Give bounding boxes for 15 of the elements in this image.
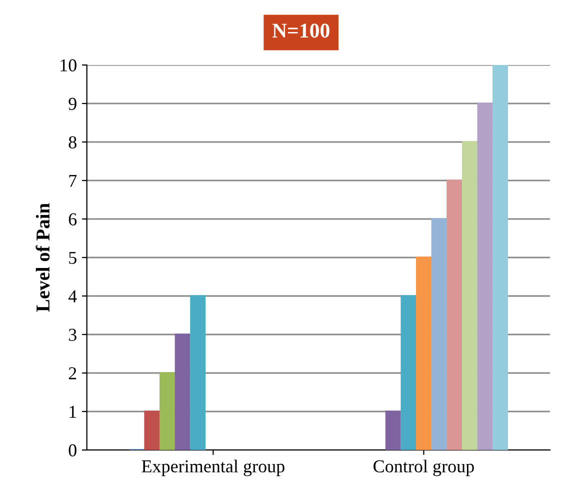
y-tick-label: 6 [68, 213, 77, 226]
y-tick-label: 2 [68, 367, 76, 380]
x-tick-label: Control group [374, 460, 474, 476]
y-tick-label: 0 [68, 444, 76, 456]
y-tick-label: 5 [69, 252, 76, 264]
chart-title: N=100 [272, 24, 330, 38]
y-tick-label: 4 [68, 290, 77, 302]
y-tick-label: 3 [68, 328, 76, 341]
y-axis-title: Level of Pain [36, 203, 50, 312]
y-tick-label: 8 [68, 136, 76, 148]
y-tick-label: 7 [69, 174, 77, 187]
y-tick-label: 9 [68, 98, 76, 110]
x-tick-label: Experimental group [142, 460, 284, 476]
y-tick-label: 10 [60, 59, 76, 72]
y-tick-label: 1 [70, 406, 76, 418]
